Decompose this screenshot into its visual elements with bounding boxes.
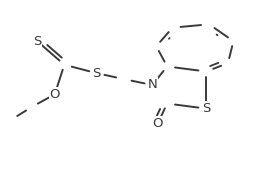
Text: S: S [33, 35, 41, 48]
Text: O: O [152, 117, 163, 130]
Text: S: S [92, 67, 101, 80]
Text: O: O [50, 88, 60, 101]
Text: N: N [147, 79, 157, 91]
Text: S: S [202, 102, 211, 115]
